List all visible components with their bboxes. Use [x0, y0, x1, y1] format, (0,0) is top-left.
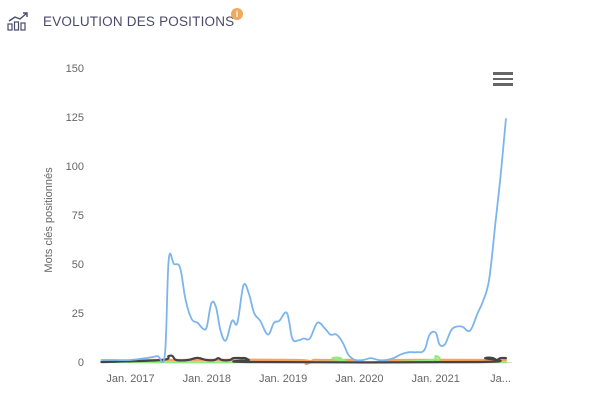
series-line-2[interactable]: [100, 354, 507, 364]
series-line-1[interactable]: [100, 118, 507, 364]
x-tick-label: Jan. 2017: [106, 373, 154, 385]
panel-header: EVOLUTION DES POSITIONS: [6, 8, 234, 34]
x-tick-label: Jan. 2021: [412, 373, 460, 385]
y-tick-label: 25: [72, 308, 84, 320]
y-tick-label: 150: [66, 63, 84, 75]
x-tick-label: Jan. 2020: [335, 373, 383, 385]
y-axis-ticks: 0 25 50 75 100 125 150: [66, 63, 84, 369]
y-tick-label: 75: [72, 210, 84, 222]
series-layer: [100, 118, 507, 366]
x-axis-ticks: Jan. 2017 Jan. 2018 Jan. 2019 Jan. 2020 Jan.…: [106, 373, 511, 385]
y-tick-label: 0: [78, 357, 84, 369]
line-chart-icon: [7, 12, 28, 31]
x-tick-label: Ja...: [490, 373, 511, 385]
x-tick-label: Jan. 2018: [183, 373, 231, 385]
y-tick-label: 50: [72, 259, 84, 271]
y-tick-label: 100: [66, 161, 84, 173]
page-title: EVOLUTION DES POSITIONS: [43, 13, 235, 29]
info-icon[interactable]: i: [231, 8, 243, 20]
y-tick-label: 125: [66, 112, 84, 124]
y-axis-title: Mots clés positionnés: [43, 167, 55, 273]
x-tick-label: Jan. 2019: [259, 373, 307, 385]
hamburger-menu-icon[interactable]: [493, 72, 513, 88]
